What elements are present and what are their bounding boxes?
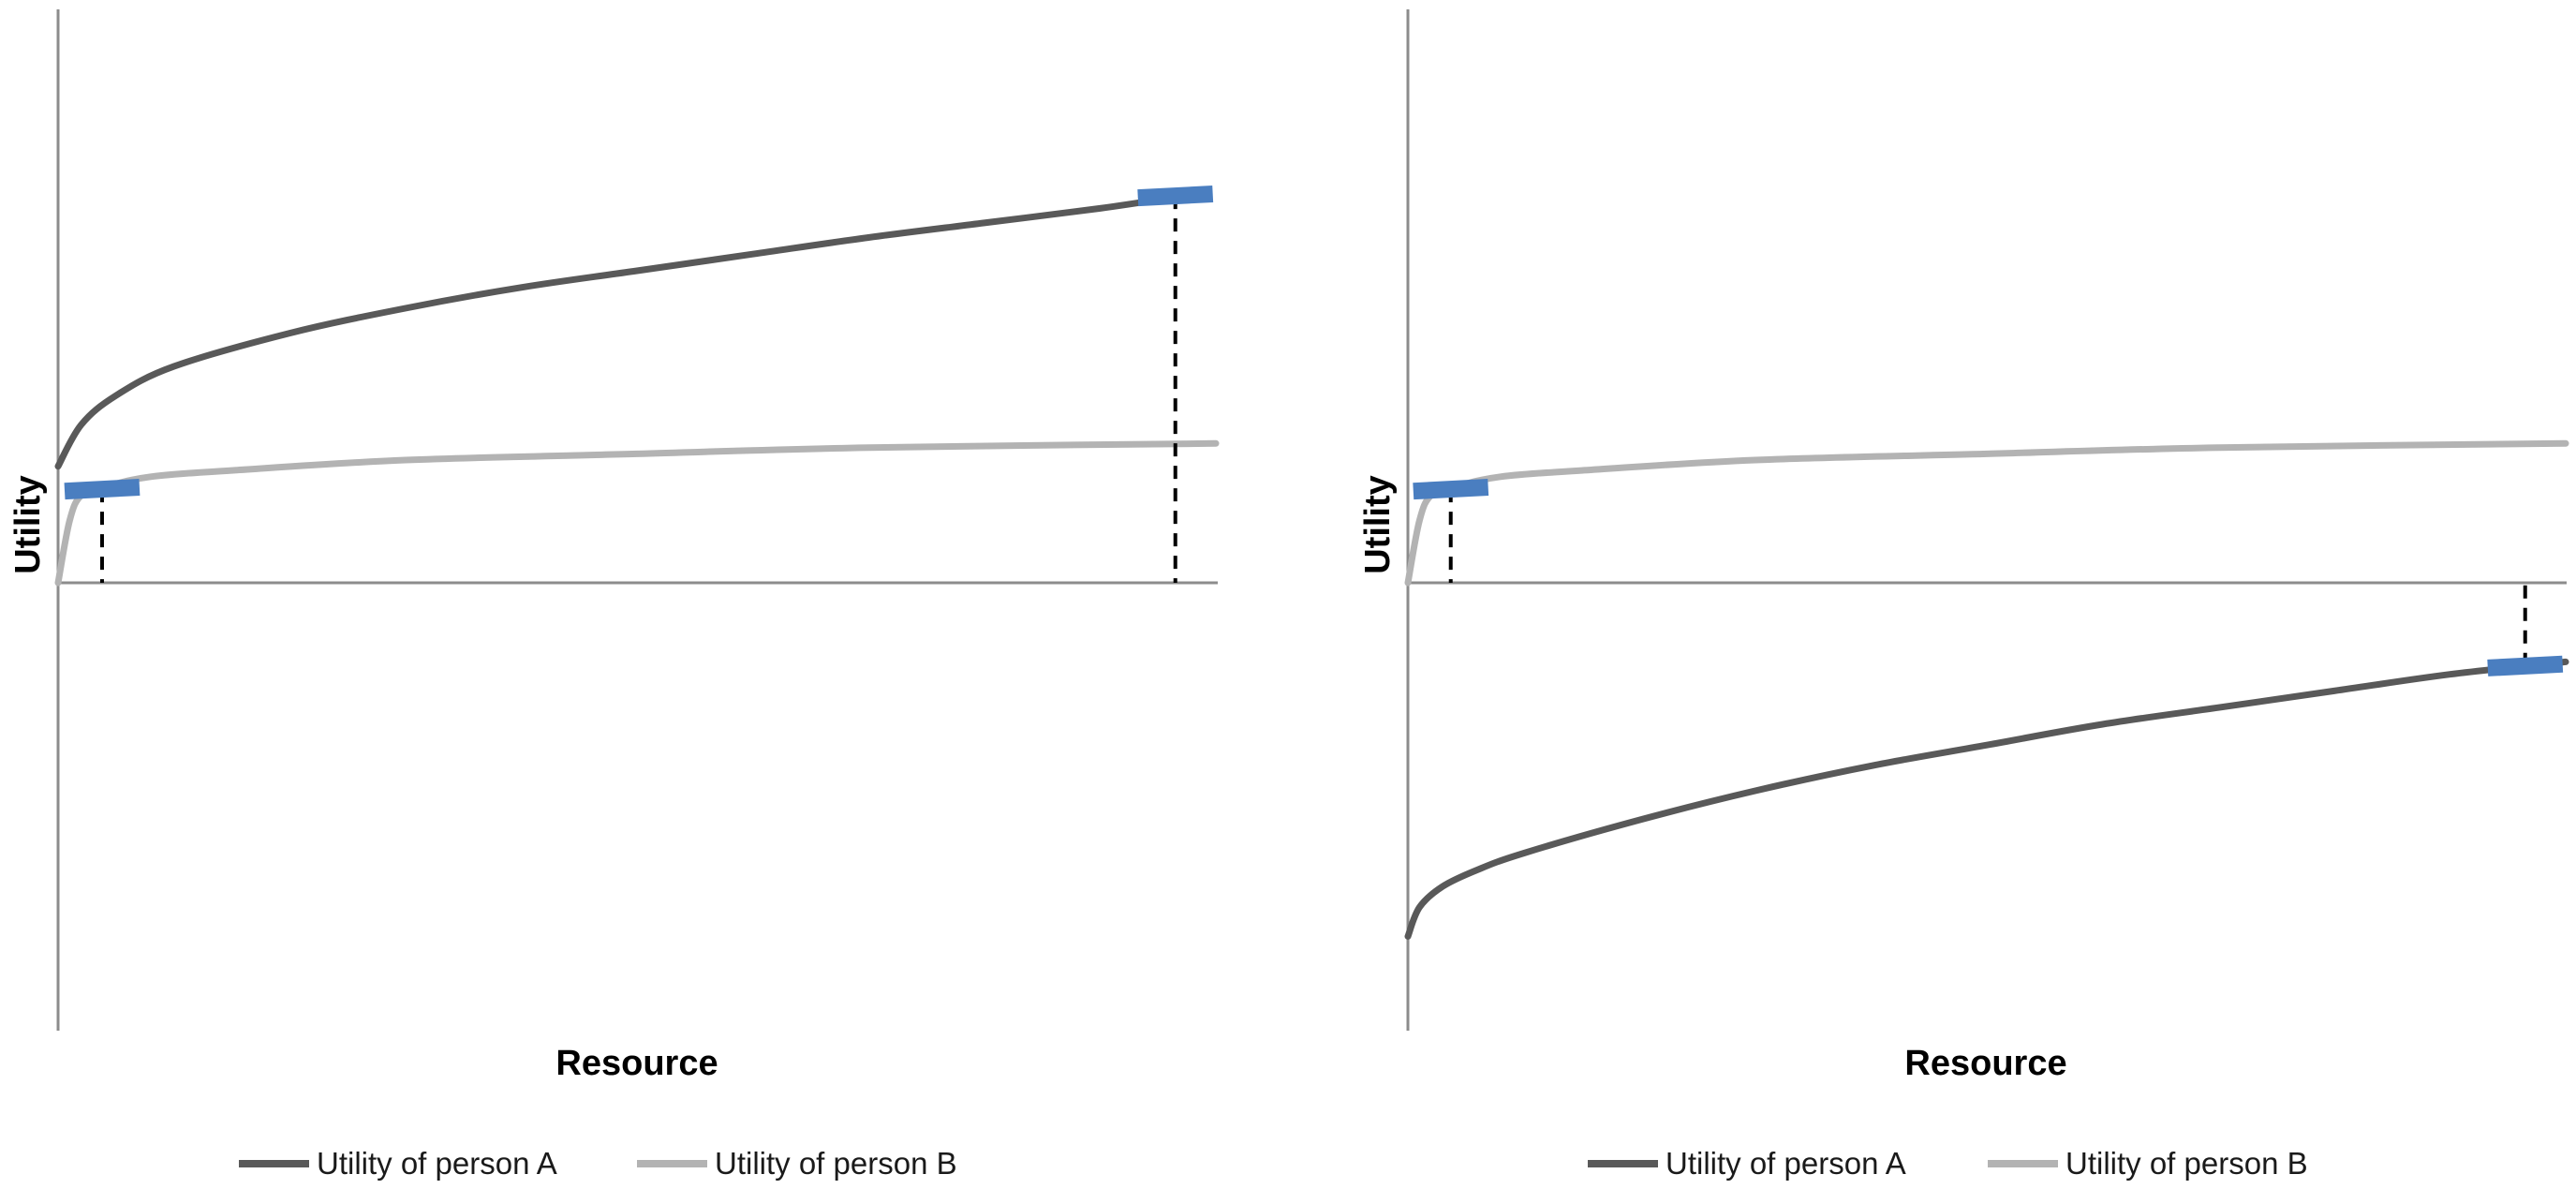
left-x-axis-title: Resource <box>555 1044 718 1083</box>
right-optimum-marker-2 <box>2487 655 2564 676</box>
left-series-line-person-a <box>54 194 1174 470</box>
left-series-line-person-b <box>54 439 1220 587</box>
left-marker-layer <box>64 185 1214 583</box>
left-optimum-marker-1 <box>64 479 141 500</box>
left-optimum-marker-2 <box>1137 185 1214 207</box>
right-legend-label-person-a: Utility of person A <box>1666 1146 1906 1181</box>
right-y-axis-title: Utility <box>1358 475 1398 574</box>
right-series-line-person-b <box>1404 439 2569 587</box>
right-marker-layer <box>1413 479 2564 676</box>
right-legend-label-person-b: Utility of person B <box>2065 1146 2308 1181</box>
right-series-layer <box>1404 439 2569 940</box>
right-chart-panel: Utility Resource Utility of person A Uti… <box>1358 9 2569 1181</box>
left-legend: Utility of person A Utility of person B <box>239 1146 957 1181</box>
left-chart-panel: Utility Resource Utility of person A Uti… <box>8 9 1220 1181</box>
right-series-line-person-a <box>1404 658 2569 940</box>
left-series-layer <box>54 194 1220 587</box>
left-y-axis-title: Utility <box>8 475 48 574</box>
left-legend-label-person-a: Utility of person A <box>317 1146 557 1181</box>
left-legend-label-person-b: Utility of person B <box>715 1146 957 1181</box>
right-legend: Utility of person A Utility of person B <box>1588 1146 2308 1181</box>
right-optimum-marker-1 <box>1413 479 1489 500</box>
right-x-axis-title: Resource <box>1904 1044 2066 1083</box>
